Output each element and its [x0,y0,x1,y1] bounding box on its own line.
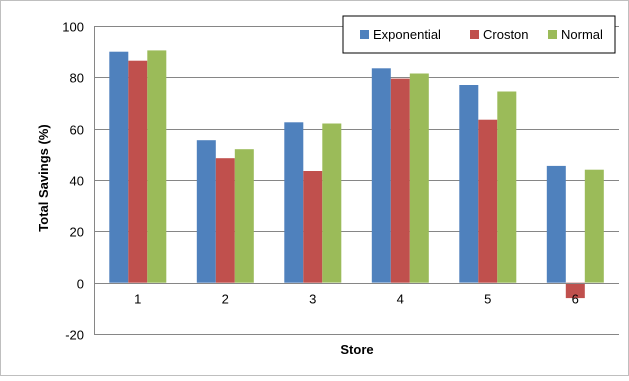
bar-normal-store-1 [147,50,167,283]
y-tick-label: 80 [70,71,84,86]
y-tick-label: -20 [65,328,84,343]
x-tick-labels: 1 2 3 4 5 6 [134,292,579,307]
y-tick-label: 60 [70,123,84,138]
y-tick-label: 20 [70,225,84,240]
bar-exponential-store-3 [284,122,304,283]
x-tick-label: 2 [222,292,229,307]
bar-normal-store-5 [497,91,517,283]
legend-swatch-croston [470,30,479,39]
legend-swatch-exponential [360,30,369,39]
y-tick-label: 100 [62,20,84,35]
bar-croston-store-5 [478,119,498,283]
bar-croston-store-4 [390,78,410,283]
bar-exponential-store-2 [196,140,216,283]
bar-exponential-store-5 [459,85,479,283]
bars [109,50,604,299]
y-tick-label: 0 [77,277,84,292]
x-tick-label: 5 [484,292,491,307]
bar-croston-store-6 [565,282,585,299]
x-axis-title: Store [340,342,373,357]
bar-normal-store-6 [584,169,604,283]
x-tick-label: 6 [572,292,579,307]
legend-swatch-normal [548,30,557,39]
legend-label-normal: Normal [561,27,603,42]
bar-croston-store-3 [303,171,323,283]
legend: Exponential Croston Normal [342,15,616,54]
bar-croston-store-2 [215,158,235,283]
bar-exponential-store-6 [546,165,566,283]
bar-normal-store-3 [322,123,342,283]
y-axis-title: Total Savings (%) [36,124,51,231]
legend-label-croston: Croston [483,27,529,42]
y-tick-label: 40 [70,174,84,189]
y-tick-labels: -20 0 20 40 60 80 100 [62,20,84,343]
x-tick-label: 4 [397,292,404,307]
bar-exponential-store-1 [109,51,129,283]
bar-normal-store-2 [234,149,254,283]
bar-croston-store-1 [128,60,148,283]
bar-exponential-store-4 [371,68,391,283]
legend-label-exponential: Exponential [373,27,441,42]
bar-normal-store-4 [409,73,429,283]
x-tick-label: 3 [309,292,316,307]
x-tick-label: 1 [134,292,141,307]
